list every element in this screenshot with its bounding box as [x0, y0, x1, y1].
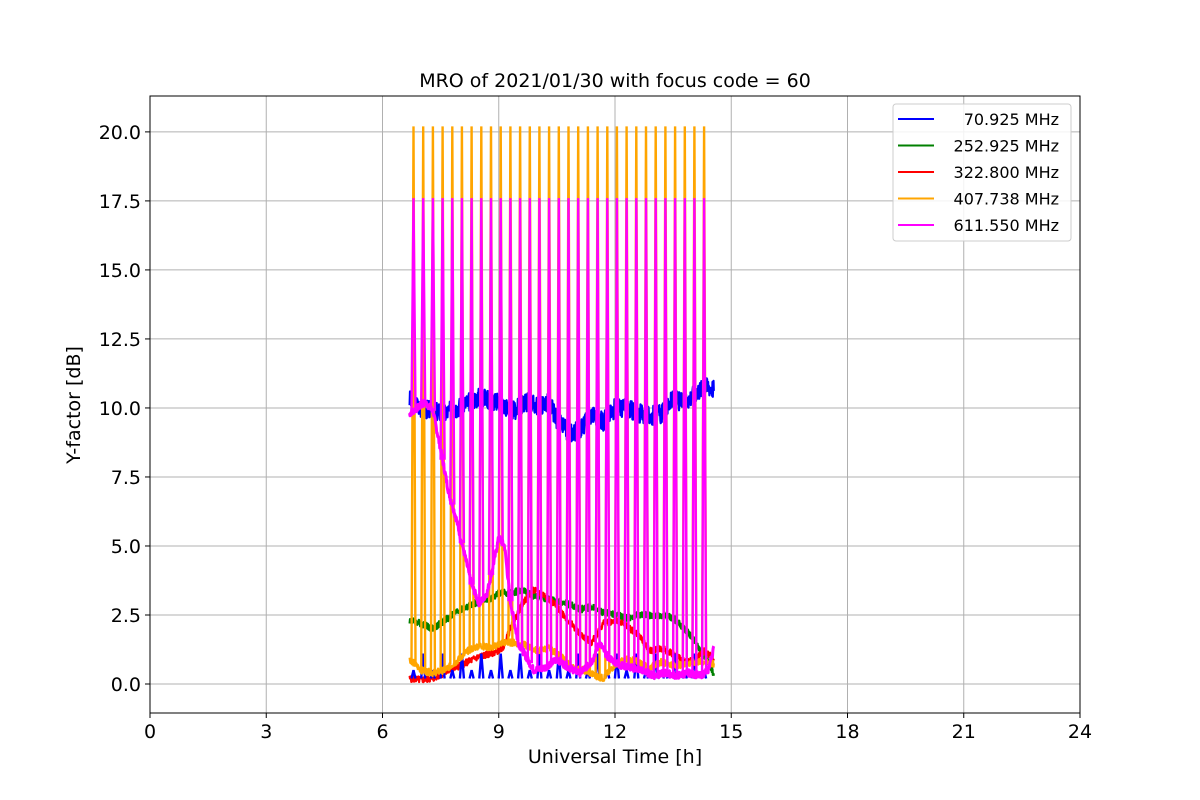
legend-label-322-800-mhz: 322.800 MHz	[954, 163, 1059, 182]
spike-611-550-mhz	[700, 198, 708, 674]
spike-611-550-mhz	[429, 198, 437, 411]
spike-611-550-mhz	[458, 198, 466, 544]
spike-611-550-mhz	[671, 198, 679, 676]
x-tick-label: 15	[719, 721, 743, 743]
y-tick-label: 5.0	[111, 536, 141, 558]
y-tick-label: 7.5	[111, 467, 141, 489]
spike-70-925-mhz	[458, 653, 466, 679]
spike-407-738-mhz	[439, 126, 446, 671]
legend-label-70-925-mhz: 70.925 MHz	[964, 110, 1059, 129]
spike-611-550-mhz	[516, 198, 524, 647]
spike-611-550-mhz	[478, 198, 485, 602]
spike-611-550-mhz	[594, 198, 601, 648]
y-tick-label: 17.5	[99, 191, 141, 213]
spike-611-550-mhz	[691, 198, 698, 675]
series-layer	[408, 126, 716, 684]
spike-70-925-mhz	[478, 653, 485, 679]
spike-611-550-mhz	[652, 198, 659, 676]
spike-611-550-mhz	[439, 198, 446, 460]
spike-611-550-mhz	[642, 198, 650, 673]
x-axis-ticks: 0 3 6 9 12 15 18 21 24	[144, 713, 1092, 743]
spike-611-550-mhz	[536, 198, 543, 669]
x-tick-label: 0	[144, 721, 156, 743]
spike-70-925-mhz	[497, 653, 504, 679]
spike-611-550-mhz	[487, 198, 495, 576]
spike-611-550-mhz	[449, 198, 456, 505]
legend-label-611-550-mhz: 611.550 MHz	[954, 216, 1059, 235]
spike-70-925-mhz	[410, 669, 417, 679]
legend-label-407-738-mhz: 407.738 MHz	[954, 190, 1059, 209]
spike-611-550-mhz	[545, 198, 553, 665]
y-tick-label: 0.0	[111, 674, 141, 696]
legend: 70.925 MHz 252.925 MHz 322.800 MHz 407.738 …	[892, 103, 1072, 242]
spike-407-738-mhz	[420, 126, 427, 671]
x-tick-label: 12	[603, 721, 627, 743]
x-tick-label: 3	[260, 721, 272, 743]
spike-611-550-mhz	[420, 198, 427, 404]
spike-70-925-mhz	[545, 669, 553, 679]
spike-611-550-mhz	[613, 198, 621, 664]
spike-611-550-mhz	[584, 198, 592, 666]
y-tick-label: 15.0	[99, 260, 141, 282]
spike-611-550-mhz	[468, 198, 475, 585]
x-axis-label: Universal Time [h]	[528, 746, 702, 768]
spike-70-925-mhz	[487, 669, 495, 679]
spike-611-550-mhz	[565, 198, 572, 668]
x-tick-label: 6	[376, 721, 388, 743]
x-tick-label: 18	[835, 721, 859, 743]
y-axis-label: Y-factor [dB]	[63, 346, 85, 465]
spike-611-550-mhz	[526, 198, 533, 664]
spike-611-550-mhz	[410, 198, 417, 411]
legend-label-252-925-mhz: 252.925 MHz	[954, 137, 1059, 156]
spike-70-925-mhz	[507, 669, 514, 679]
spike-611-550-mhz	[662, 198, 669, 674]
chart-title: MRO of 2021/01/30 with focus code = 60	[419, 70, 811, 92]
spike-611-550-mhz	[497, 198, 504, 541]
spike-407-738-mhz	[429, 126, 437, 674]
x-tick-label: 21	[952, 721, 976, 743]
spike-611-550-mhz	[575, 198, 582, 673]
spike-70-925-mhz	[526, 669, 533, 679]
spike-611-550-mhz	[633, 198, 640, 669]
spike-611-550-mhz	[604, 198, 611, 657]
y-tick-label: 12.5	[99, 329, 141, 351]
x-tick-label: 24	[1068, 721, 1092, 743]
x-tick-label: 9	[493, 721, 505, 743]
spike-407-738-mhz	[410, 126, 417, 663]
legend-box	[892, 103, 1072, 242]
y-tick-label: 20.0	[99, 122, 141, 144]
y-tick-label: 2.5	[111, 605, 141, 627]
spike-70-925-mhz	[468, 669, 475, 679]
y-tick-label: 10.0	[99, 398, 141, 420]
spike-611-550-mhz	[623, 198, 630, 667]
y-axis-ticks: 0.0 2.5 5.0 7.5 10.0 12.5 15.0 17.5 20.0	[99, 122, 150, 696]
spike-70-925-mhz	[613, 653, 621, 679]
spike-70-925-mhz	[449, 669, 456, 679]
spike-611-550-mhz	[507, 198, 514, 602]
spike-611-550-mhz	[555, 198, 562, 661]
spike-611-550-mhz	[681, 198, 688, 674]
spike-70-925-mhz	[516, 653, 524, 679]
